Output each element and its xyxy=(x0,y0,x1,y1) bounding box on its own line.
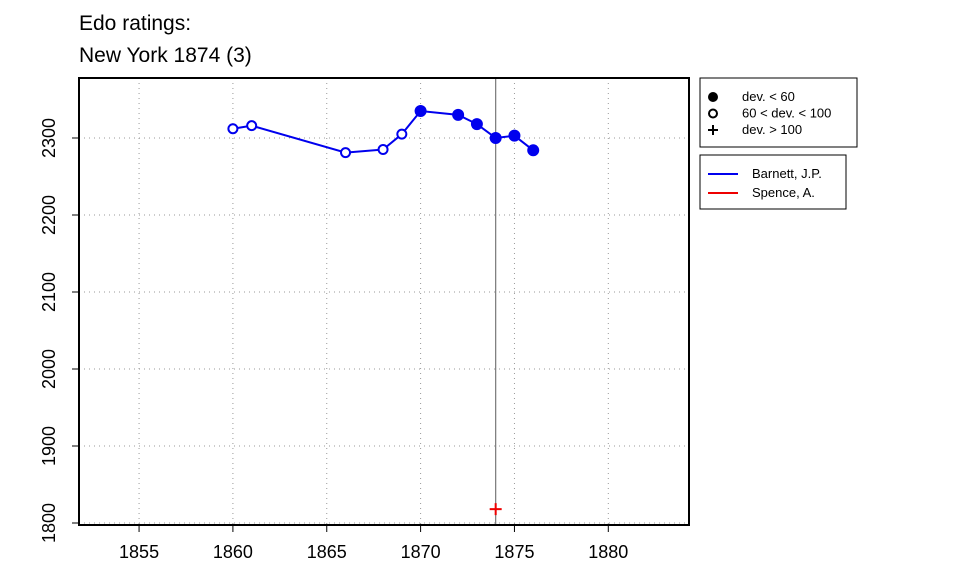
legend-symbol xyxy=(708,92,718,102)
x-tick-label: 1880 xyxy=(588,542,628,562)
point xyxy=(470,118,483,131)
y-tick-label: 1800 xyxy=(39,503,59,543)
y-tick-label: 2300 xyxy=(39,118,59,158)
point xyxy=(227,123,239,135)
legend-label: Spence, A. xyxy=(752,185,815,200)
point xyxy=(489,131,502,144)
point xyxy=(340,147,352,159)
legend-label: 60 < dev. < 100 xyxy=(742,106,831,121)
point xyxy=(452,108,465,121)
point xyxy=(508,129,521,142)
y-tick-label: 2200 xyxy=(39,195,59,235)
point xyxy=(246,120,258,132)
x-tick-label: 1870 xyxy=(401,542,441,562)
legend-label: Barnett, J.P. xyxy=(752,166,822,181)
point xyxy=(414,105,427,118)
legend-box xyxy=(699,154,847,210)
legend-label: dev. < 60 xyxy=(742,89,795,104)
x-tick-label: 1855 xyxy=(119,542,159,562)
legend-label: dev. > 100 xyxy=(742,122,802,137)
y-tick-label: 2000 xyxy=(39,349,59,389)
x-tick-label: 1860 xyxy=(213,542,253,562)
y-tick-label: 2100 xyxy=(39,272,59,312)
chart-subtitle: New York 1874 (3) xyxy=(79,44,252,67)
point xyxy=(396,128,408,140)
x-tick-label: 1865 xyxy=(307,542,347,562)
y-tick-label: 1900 xyxy=(39,426,59,466)
point xyxy=(377,144,389,156)
chart-title: Edo ratings: xyxy=(79,12,191,35)
x-tick-label: 1875 xyxy=(494,542,534,562)
point xyxy=(527,144,540,157)
legend-symbol xyxy=(708,108,718,119)
legend-symbol xyxy=(708,125,718,135)
legend-box xyxy=(699,77,858,148)
point xyxy=(489,503,502,516)
plot-frame xyxy=(78,77,690,526)
